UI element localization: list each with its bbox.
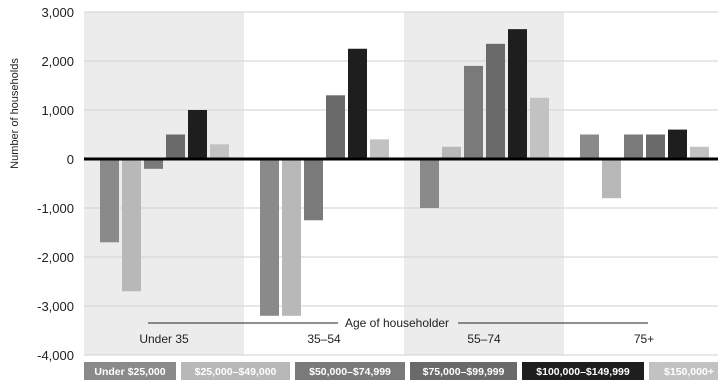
bar (580, 134, 599, 159)
bar (260, 159, 279, 316)
legend-label: $100,000–$149,999 (536, 366, 630, 378)
y-axis-title: Number of households (9, 58, 21, 169)
bars (100, 29, 709, 316)
y-tick-label: 0 (67, 152, 74, 167)
bar (530, 97, 549, 159)
group-bands (84, 12, 718, 355)
bar (370, 139, 389, 159)
bar (420, 159, 439, 208)
x-axis-title-group: Age of householder (148, 316, 648, 330)
legend-item: $75,000–$99,999 (410, 362, 517, 380)
legend-swatch (649, 362, 718, 380)
legend-label: $25,000–$49,000 (195, 366, 277, 378)
y-tick-label: -2,000 (37, 250, 74, 265)
category-label: Under 35 (139, 332, 189, 346)
legend-label: $75,000–$99,999 (423, 366, 505, 378)
bar (166, 134, 185, 159)
y-tick-label: -4,000 (37, 348, 74, 363)
bar (690, 146, 709, 159)
y-tick-label: -1,000 (37, 201, 74, 216)
legend-item: Under $25,000 (84, 362, 176, 380)
category-label: 35–54 (307, 332, 341, 346)
bar (122, 159, 141, 292)
y-tick-label: -3,000 (37, 299, 74, 314)
legend-label: Under $25,000 (94, 366, 165, 378)
x-axis-title: Age of householder (345, 316, 449, 330)
bar (100, 159, 119, 243)
legend-swatch (181, 362, 290, 380)
legend-label: $50,000–$74,999 (309, 366, 391, 378)
bar (282, 159, 301, 316)
legend-item: $150,000+ (649, 362, 718, 380)
y-tick-label: 2,000 (41, 54, 74, 69)
category-label: 75+ (634, 332, 654, 346)
bar (464, 65, 483, 159)
bar (486, 43, 505, 159)
bar (188, 110, 207, 159)
bar (602, 159, 621, 199)
legend-swatch (295, 362, 405, 380)
bar (326, 95, 345, 159)
y-tick-label: 3,000 (41, 5, 74, 20)
category-label: 55–74 (467, 332, 501, 346)
legend-item: $25,000–$49,000 (181, 362, 290, 380)
bar (304, 159, 323, 221)
group-band (564, 12, 718, 355)
y-tick-label: 1,000 (41, 103, 74, 118)
legend-swatch (410, 362, 517, 380)
bar (210, 144, 229, 159)
legend-label: $150,000+ (664, 366, 714, 378)
bar (624, 134, 643, 159)
bar (144, 159, 163, 169)
y-tick-labels: 3,000 2,000 1,000 0 -1,000 -2,000 -3,000 -4,000 (37, 5, 74, 363)
bar (348, 48, 367, 159)
bar (646, 134, 665, 159)
legend-swatch (84, 362, 176, 380)
category-labels: Under 35 35–54 55–74 75+ (139, 332, 654, 346)
legend: Under $25,000 $25,000–$49,000 $50,000–$74,… (84, 362, 718, 380)
legend-item: $100,000–$149,999 (522, 362, 644, 380)
bar (442, 146, 461, 159)
legend-item: $50,000–$74,999 (295, 362, 405, 380)
legend-swatch (522, 362, 644, 380)
bar (508, 29, 527, 160)
bar (668, 129, 687, 159)
